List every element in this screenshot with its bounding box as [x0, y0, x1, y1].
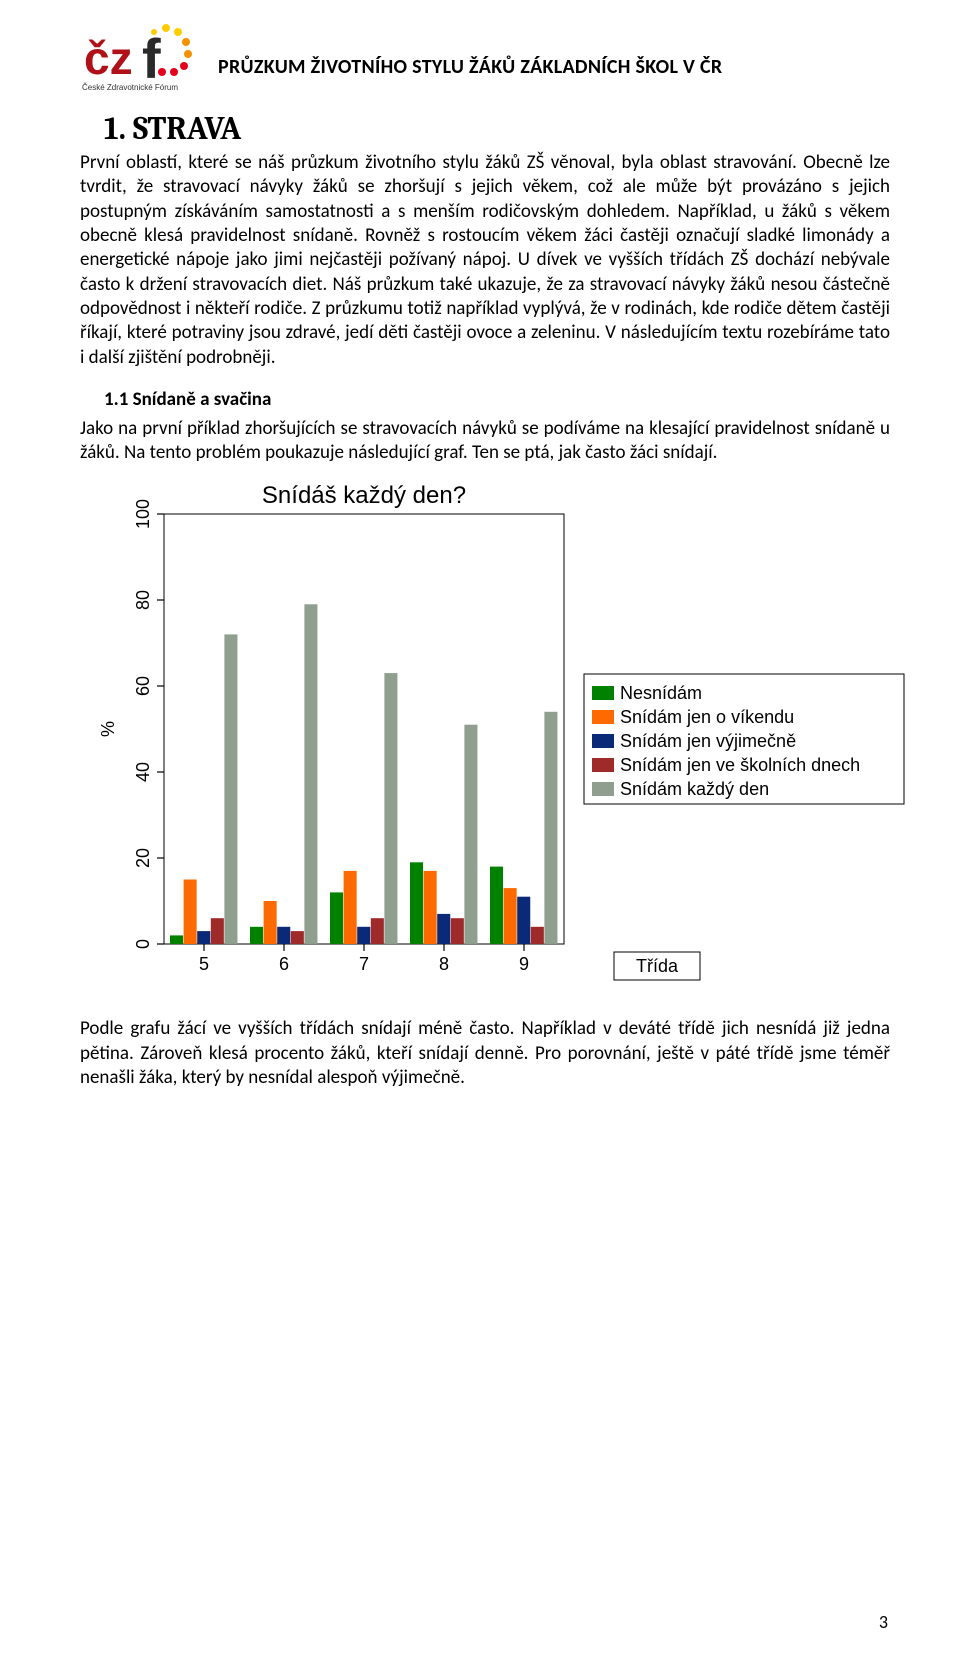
- svg-text:Snídám jen o víkendu: Snídám jen o víkendu: [620, 707, 794, 727]
- logo-subtext: České Zdravotnické Fórum: [82, 83, 178, 92]
- svg-text:Snídáš každý den?: Snídáš každý den?: [262, 482, 466, 509]
- page-header: čz f České Zdravotnické Fórum PRŮZKUM ŽI…: [80, 20, 890, 100]
- svg-text:60: 60: [133, 676, 153, 696]
- subsection-h3: 1.1 Snídaně a svačina: [104, 388, 890, 411]
- svg-text:Snídám jen ve školních dnech: Snídám jen ve školních dnech: [620, 755, 860, 775]
- breakfast-chart: Snídáš každý den? 0 20 40 60 80 100% 5 6 7 8 9 Třída…: [64, 479, 914, 1009]
- intro-paragraph: První oblastí, které se náš průzkum živo…: [80, 151, 890, 370]
- svg-text:0: 0: [133, 939, 153, 949]
- chart-followup-p3: Podle grafu žácí ve vyšších třídách sníd…: [80, 1017, 890, 1090]
- page-number: 3: [879, 1611, 888, 1633]
- svg-text:5: 5: [199, 954, 209, 974]
- svg-text:6: 6: [279, 954, 289, 974]
- svg-text:40: 40: [133, 762, 153, 782]
- svg-text:100: 100: [133, 499, 153, 529]
- svg-text:9: 9: [519, 954, 529, 974]
- czf-logo: čz f České Zdravotnické Fórum: [80, 20, 200, 100]
- section-h1: 1. STRAVA: [104, 110, 890, 147]
- svg-text:20: 20: [133, 848, 153, 868]
- svg-text:f: f: [142, 27, 161, 90]
- svg-text:8: 8: [439, 954, 449, 974]
- svg-text:Snídám každý den: Snídám každý den: [620, 779, 769, 799]
- svg-text:%: %: [98, 721, 118, 737]
- svg-text:čz: čz: [84, 32, 133, 84]
- subsection-p2: Jako na první příklad zhoršujících se st…: [80, 417, 890, 466]
- svg-text:Nesnídám: Nesnídám: [620, 683, 702, 703]
- header-title: PRŮZKUM ŽIVOTNÍHO STYLU ŽÁKŮ ZÁKLADNÍCH …: [218, 20, 722, 79]
- svg-text:80: 80: [133, 590, 153, 610]
- svg-text:7: 7: [359, 954, 369, 974]
- svg-text:Snídám jen výjimečně: Snídám jen výjimečně: [620, 731, 796, 751]
- svg-text:Třída: Třída: [636, 956, 679, 976]
